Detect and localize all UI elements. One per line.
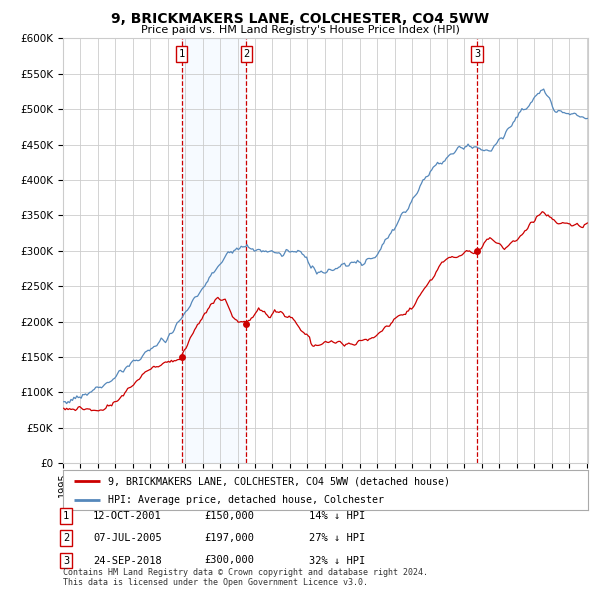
Text: 9, BRICKMAKERS LANE, COLCHESTER, CO4 5WW: 9, BRICKMAKERS LANE, COLCHESTER, CO4 5WW [111,12,489,26]
Text: Price paid vs. HM Land Registry's House Price Index (HPI): Price paid vs. HM Land Registry's House … [140,25,460,35]
Bar [182,38,246,463]
Text: 1: 1 [63,512,69,521]
Text: 27% ↓ HPI: 27% ↓ HPI [309,533,365,543]
Text: 3: 3 [63,556,69,565]
Text: £150,000: £150,000 [204,512,254,521]
Text: 2: 2 [243,49,250,59]
Text: 2: 2 [63,533,69,543]
Text: HPI: Average price, detached house, Colchester: HPI: Average price, detached house, Colc… [107,496,383,505]
Text: £197,000: £197,000 [204,533,254,543]
Text: £300,000: £300,000 [204,556,254,565]
Text: 24-SEP-2018: 24-SEP-2018 [93,556,162,565]
Text: 9, BRICKMAKERS LANE, COLCHESTER, CO4 5WW (detached house): 9, BRICKMAKERS LANE, COLCHESTER, CO4 5WW… [107,477,449,487]
Text: Contains HM Land Registry data © Crown copyright and database right 2024.
This d: Contains HM Land Registry data © Crown c… [63,568,428,587]
Text: 1: 1 [178,49,185,59]
Text: 12-OCT-2001: 12-OCT-2001 [93,512,162,521]
Text: 3: 3 [474,49,480,59]
Text: 07-JUL-2005: 07-JUL-2005 [93,533,162,543]
Text: 32% ↓ HPI: 32% ↓ HPI [309,556,365,565]
Text: 14% ↓ HPI: 14% ↓ HPI [309,512,365,521]
